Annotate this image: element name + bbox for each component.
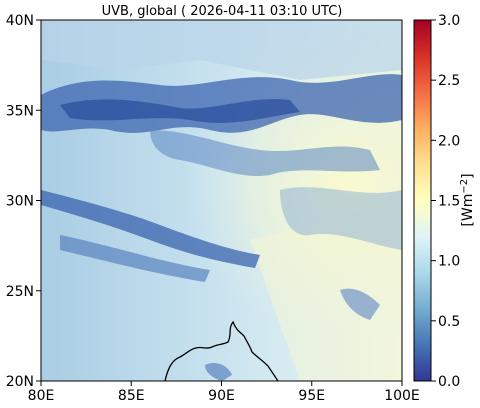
colorbar-tick-label: 1.5 bbox=[438, 194, 460, 210]
colorbar-tick-label: 0.0 bbox=[438, 374, 460, 390]
latitude-axis: 40N 35N 30N 25N 20N bbox=[6, 13, 41, 390]
colorbar-unit-label: [Wm−2] bbox=[459, 173, 476, 226]
colorbar bbox=[413, 19, 432, 382]
colorbar-tick-label: 1.0 bbox=[438, 254, 460, 270]
south-cloud-band bbox=[60, 235, 210, 282]
coastline bbox=[164, 320, 279, 381]
lat-tick-label: 35N bbox=[6, 103, 34, 119]
bright-south-east bbox=[250, 200, 402, 381]
colorbar-tick-label: 0.5 bbox=[438, 314, 460, 330]
lat-tick-label: 25N bbox=[6, 284, 34, 300]
lon-tick-label: 90E bbox=[208, 388, 235, 404]
east-cloud-patches bbox=[280, 187, 402, 250]
lon-tick-label: 80E bbox=[28, 388, 55, 404]
himalaya-cloud-band bbox=[41, 190, 260, 268]
bay-cloud bbox=[205, 363, 232, 381]
lat-tick-label: 30N bbox=[6, 194, 34, 210]
south-east-cloud bbox=[340, 288, 380, 320]
lon-tick-label: 100E bbox=[384, 388, 420, 404]
colorbar-axis: 3.0 2.5 2.0 1.5 1.0 0.5 0.0 bbox=[431, 13, 460, 390]
upper-cloud-haze bbox=[41, 20, 402, 80]
uvb-field bbox=[41, 20, 402, 381]
mid-cloud-patches bbox=[150, 130, 380, 177]
lon-tick-label: 95E bbox=[298, 388, 325, 404]
longitude-axis: 80E 85E 90E 95E 100E bbox=[28, 381, 420, 404]
north-cloud-core bbox=[60, 99, 300, 123]
map-title: UVB, global ( 2026-04-11 03:10 UTC) bbox=[102, 4, 343, 19]
colorbar-tick-label: 2.0 bbox=[438, 133, 460, 149]
lat-tick-label: 20N bbox=[6, 374, 34, 390]
colorbar-tick-label: 2.5 bbox=[438, 73, 460, 89]
lat-tick-label: 40N bbox=[6, 13, 34, 29]
lon-tick-label: 85E bbox=[118, 388, 145, 404]
colorbar-tick-label: 3.0 bbox=[438, 13, 460, 29]
